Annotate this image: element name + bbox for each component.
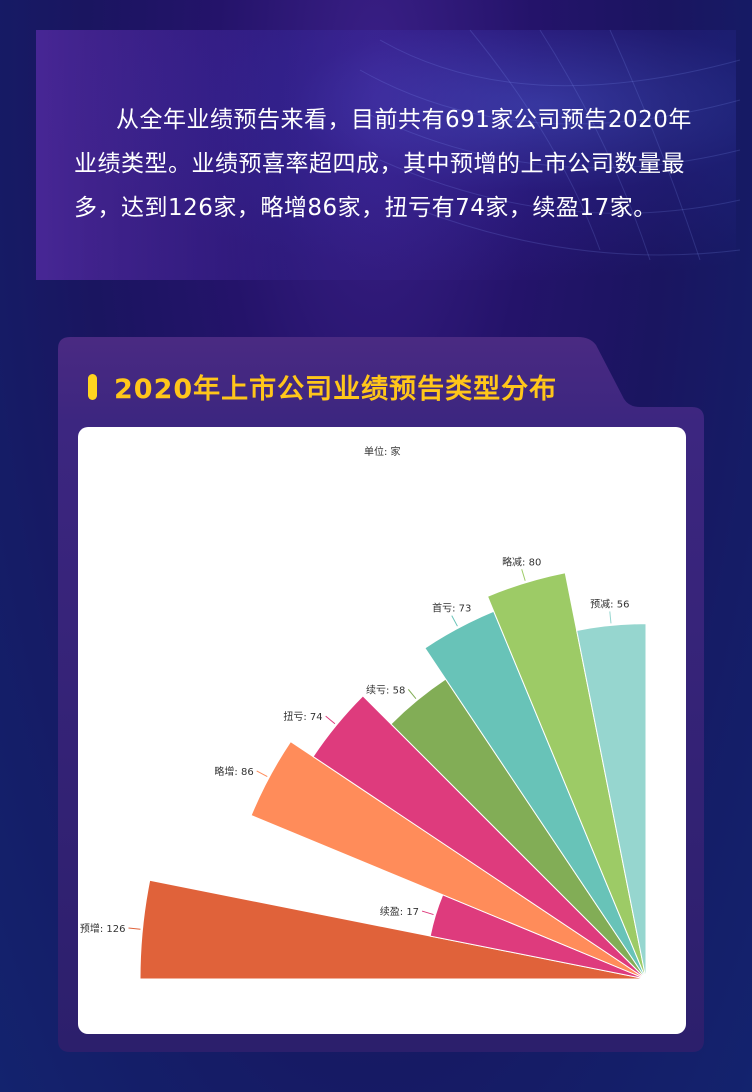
rose-leader-7 [521,569,526,581]
rose-chart: 预增: 126 续盈: 17 略增: 86 扭亏: 74 续亏: 58 首亏: 73 略减:… [80,555,647,980]
rose-label-4: 扭亏: 74 [283,710,322,723]
rose-leader-1 [128,927,141,930]
rose-label-3: 略增: 86 [214,765,253,778]
rose-label-5: 续亏: 58 [366,683,405,696]
rose-label-7: 略减: 80 [502,555,541,568]
header-background [36,30,736,280]
unit-label: 单位: 家 [364,447,401,458]
title-marker [88,373,97,400]
chart-card: 2020年上市公司业绩预告类型分布 单位: 家 预增: 126 续盈: 17 略增:… [58,337,704,1052]
chart-panel: 单位: 家 预增: 126 续盈: 17 略增: 86 扭亏: 74 续亏: 58 首亏:… [78,427,686,1034]
intro-paragraph: 从全年业绩预告来看，目前共有691家公司预告2020年业绩类型。业绩预喜率超四成… [74,107,692,221]
rose-leader-8 [609,611,612,624]
rose-label-2: 续盈: 17 [380,905,419,918]
rose-slice-4 [312,695,647,980]
chart-title: 2020年上市公司业绩预告类型分布 [114,374,558,405]
rose-slice-3 [250,740,647,980]
mesh-decoration [359,29,741,261]
chart-title-bar: 2020年上市公司业绩预告类型分布 [88,367,557,406]
rose-label-8: 预减: 56 [590,598,629,610]
rose-slice-8 [576,623,647,980]
rose-leader-6 [451,615,458,627]
rose-leader-5 [407,689,417,699]
rose-leader-4 [325,715,336,725]
rose-leader-2 [421,910,434,916]
rose-slice-7 [486,572,647,980]
rose-label-1: 预增: 126 [80,922,126,935]
rose-leader-3 [256,770,268,778]
rose-label-6: 首亏: 73 [432,602,471,615]
